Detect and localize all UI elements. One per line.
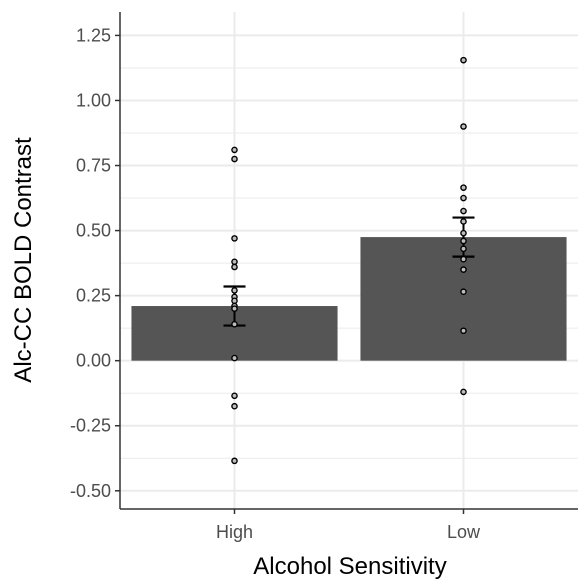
y-tick-label: 1.00 bbox=[76, 90, 111, 110]
data-point bbox=[231, 457, 238, 465]
data-point bbox=[231, 392, 238, 400]
x-axis-title: Alcohol Sensitivity bbox=[253, 553, 446, 580]
data-point bbox=[460, 229, 467, 237]
data-point bbox=[231, 297, 238, 305]
data-point bbox=[231, 146, 238, 154]
data-point bbox=[460, 218, 467, 225]
data-point bbox=[231, 402, 238, 410]
data-point bbox=[460, 207, 467, 215]
data-point bbox=[231, 287, 238, 294]
data-points bbox=[231, 56, 467, 465]
y-tick-label: 0.25 bbox=[76, 286, 111, 306]
y-tick-label: -0.50 bbox=[70, 481, 111, 501]
data-point bbox=[231, 258, 238, 266]
data-point bbox=[460, 237, 467, 245]
y-tick-label: 0.50 bbox=[76, 221, 111, 241]
x-tick-label: Low bbox=[447, 522, 481, 542]
data-point bbox=[231, 155, 238, 163]
data-point bbox=[460, 388, 467, 396]
data-point bbox=[231, 263, 238, 271]
data-point bbox=[231, 320, 238, 328]
y-tick-label: 0.00 bbox=[76, 351, 111, 371]
data-point bbox=[460, 184, 467, 191]
data-point bbox=[460, 123, 467, 130]
bars bbox=[131, 237, 567, 361]
data-point bbox=[460, 245, 467, 253]
data-point bbox=[231, 354, 238, 362]
y-tick-label: -0.25 bbox=[70, 416, 111, 436]
data-point bbox=[231, 235, 238, 242]
data-point bbox=[460, 266, 467, 273]
y-tick-labels: -0.50 -0.25 0.00 0.25 0.50 0.75 1.00 1.25 bbox=[70, 25, 111, 500]
x-tick-label: High bbox=[216, 522, 253, 542]
data-point bbox=[231, 305, 238, 312]
data-point bbox=[460, 327, 467, 335]
y-tick-label: 1.25 bbox=[76, 25, 111, 45]
x-tick-labels: High Low bbox=[216, 522, 481, 542]
data-point bbox=[460, 56, 467, 64]
axes bbox=[115, 12, 578, 514]
data-point bbox=[460, 255, 467, 263]
y-tick-label: 0.75 bbox=[76, 156, 111, 176]
data-point bbox=[460, 194, 467, 202]
y-axis-title: Alc-CC BOLD Contrast bbox=[10, 137, 37, 383]
data-point bbox=[460, 288, 467, 296]
